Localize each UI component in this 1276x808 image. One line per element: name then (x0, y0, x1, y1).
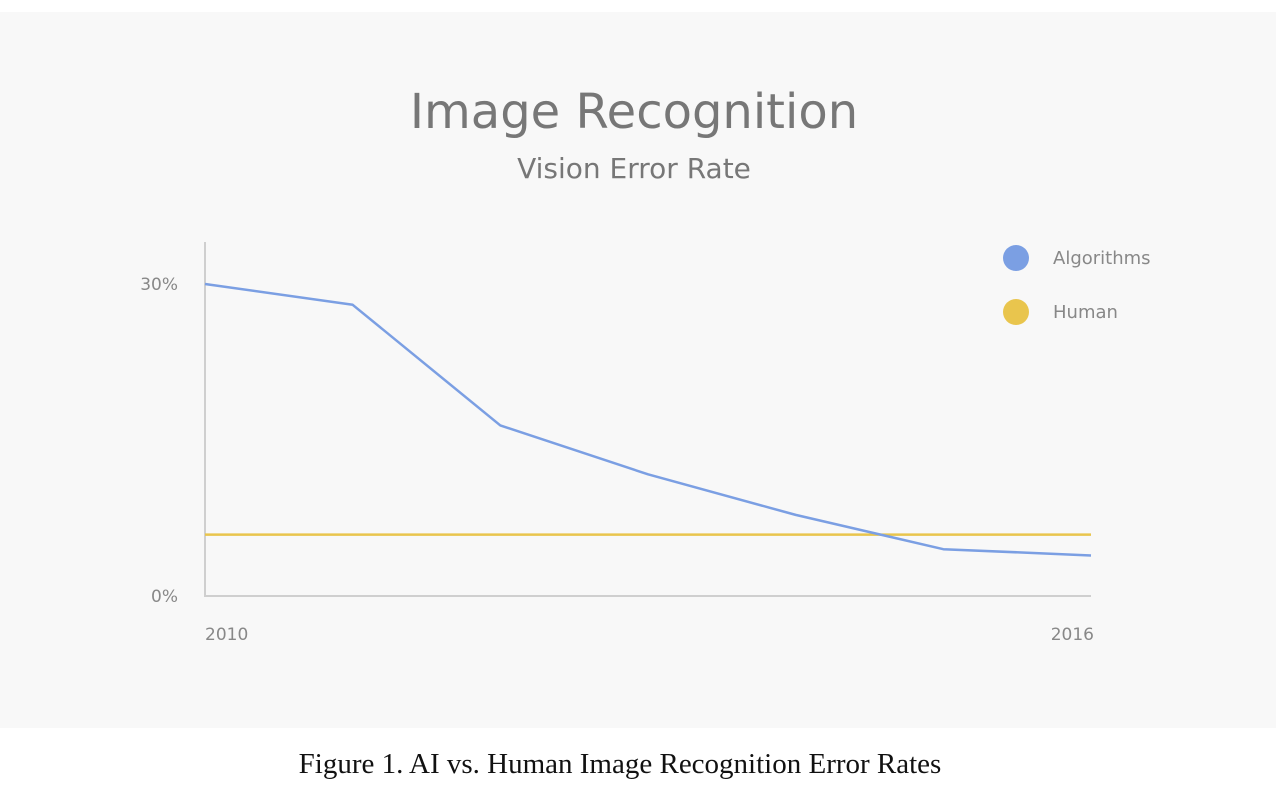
y-tick-label: 30% (140, 275, 178, 295)
chart-slide: Image Recognition Vision Error Rate 0% 30… (0, 12, 1276, 728)
legend-dot-human (1003, 299, 1029, 325)
y-tick-label: 0% (151, 587, 178, 607)
series-line-algorithms (204, 282, 1092, 557)
tick-labels: 0% 30% 2010 2016 (140, 275, 1094, 645)
line-chart: Image Recognition Vision Error Rate 0% 30… (140, 84, 1151, 645)
chart-subtitle: Vision Error Rate (517, 152, 751, 185)
figure-caption: Figure 1. AI vs. Human Image Recognition… (298, 748, 942, 780)
legend: Algorithms Human (1003, 245, 1151, 325)
chart-title: Image Recognition (410, 84, 858, 140)
x-tick-label: 2010 (205, 625, 248, 645)
series-lines (204, 282, 1092, 557)
legend-label-human: Human (1053, 302, 1118, 323)
x-tick-label: 2016 (1051, 625, 1094, 645)
legend-dot-algorithms (1003, 245, 1029, 271)
legend-label-algorithms: Algorithms (1053, 248, 1151, 269)
